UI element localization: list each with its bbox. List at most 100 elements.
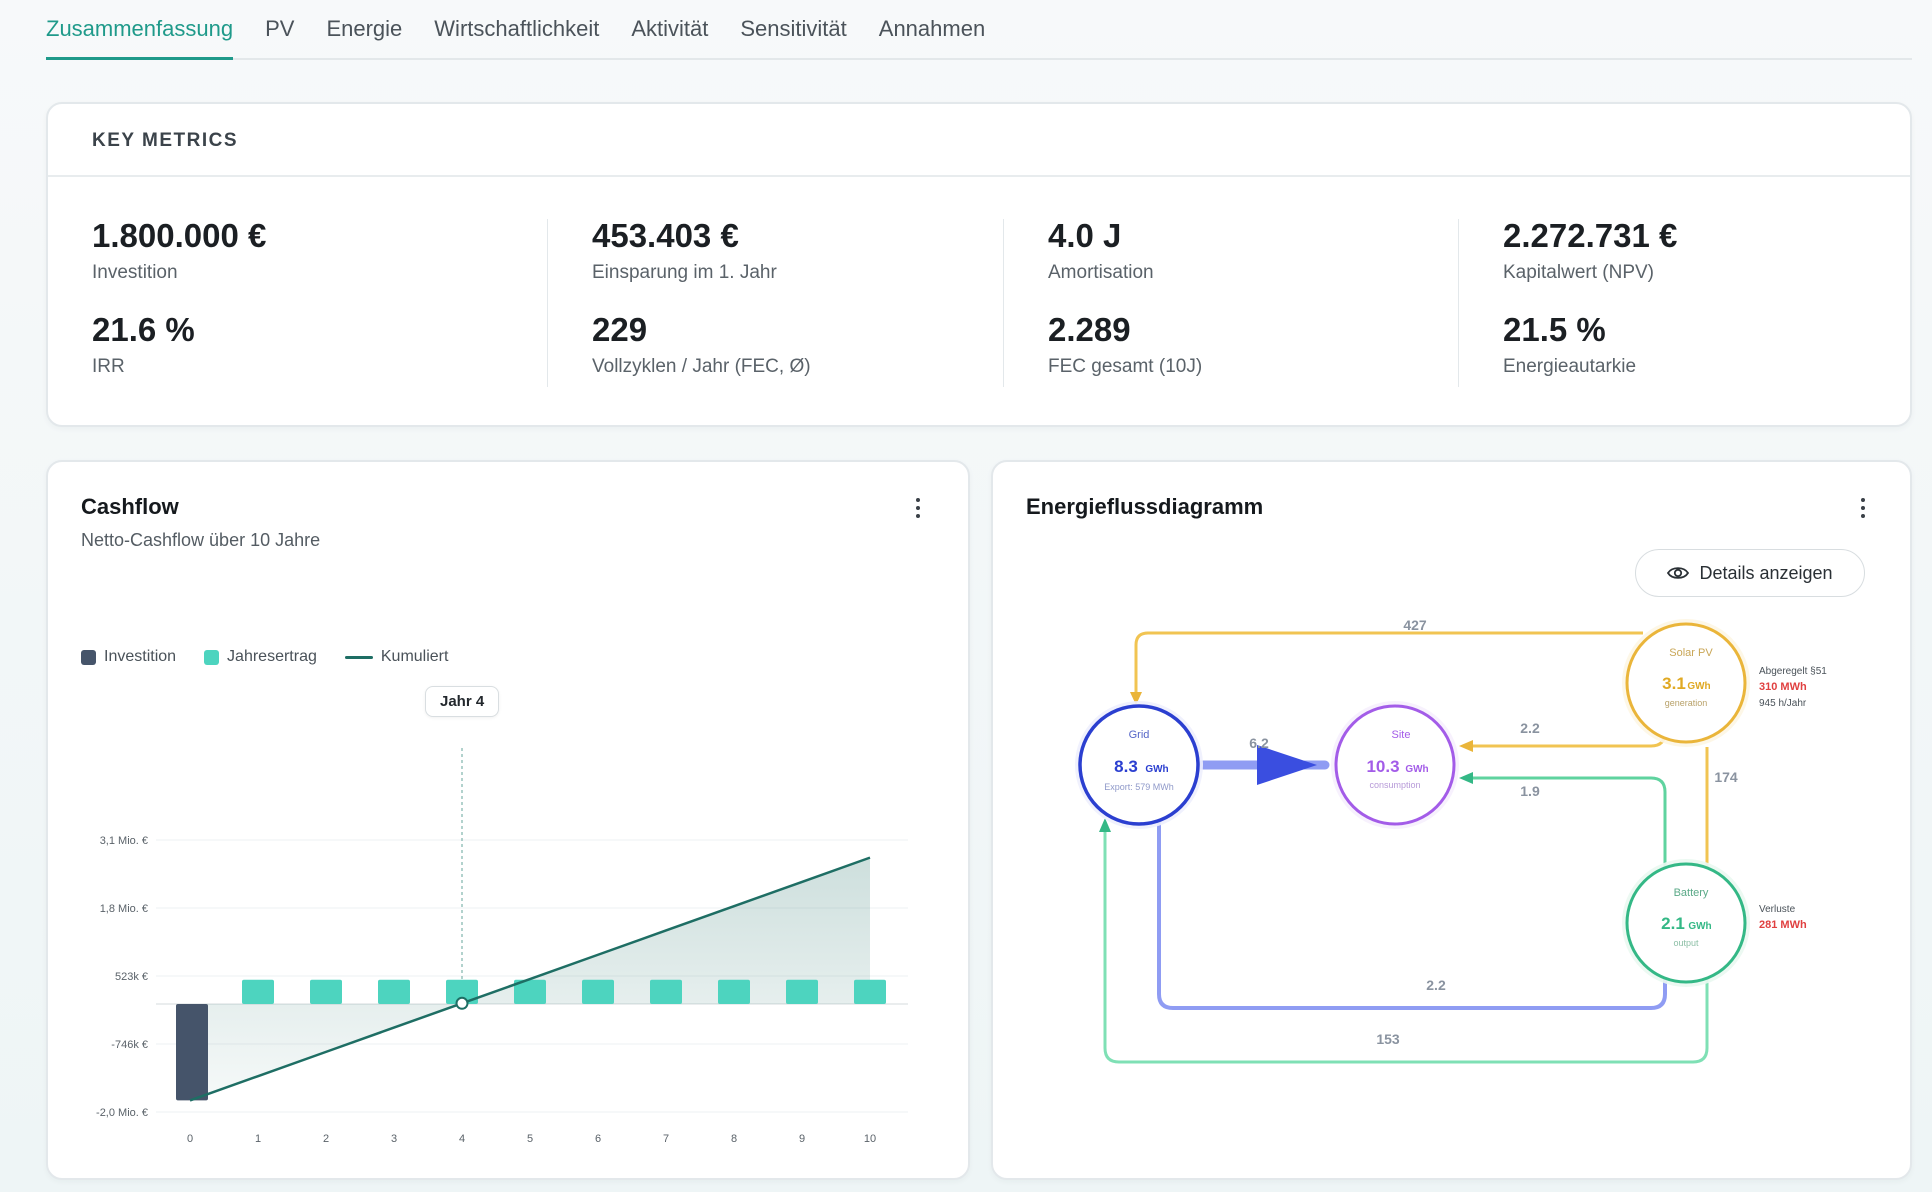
node-battery-label: Battery bbox=[1674, 887, 1709, 899]
metric-autarkie-label: Energieautarkie bbox=[1503, 356, 1637, 377]
cashflow-menu-icon[interactable] bbox=[914, 498, 922, 520]
node-grid[interactable]: Grid 8.3 GWh Export: 579 MWh bbox=[1075, 701, 1203, 829]
bar-jahresertrag bbox=[446, 979, 478, 1005]
key-metrics-card: KEY METRICS 1.800.000 € Investition 21.6… bbox=[46, 102, 1912, 427]
flow-grid-site-arrow bbox=[1257, 745, 1317, 785]
metric-vollzyklen-value: 229 bbox=[592, 311, 648, 348]
legend-investition-swatch bbox=[81, 649, 96, 665]
flow-battery-grid-label: 153 bbox=[1376, 1031, 1400, 1047]
cumulative-point bbox=[455, 996, 469, 1010]
metric-npv-label: Kapitalwert (NPV) bbox=[1503, 262, 1654, 283]
legend-investition-label: Investition bbox=[104, 648, 177, 665]
node-solar[interactable]: Solar PV 3.1 GWh generation bbox=[1622, 619, 1750, 747]
metric-einsparung-label: Einsparung im 1. Jahr bbox=[592, 262, 777, 283]
solar-note-extra: 945 h/Jahr bbox=[1759, 698, 1807, 709]
node-battery-unit: GWh bbox=[1688, 921, 1711, 932]
flow-grid-site-label: 6.2 bbox=[1249, 735, 1269, 751]
battery-note-label: Verluste bbox=[1759, 904, 1796, 915]
metric-amortisation-value: 4.0 J bbox=[1048, 217, 1122, 254]
node-grid-unit: GWh bbox=[1145, 764, 1168, 775]
bar-jahresertrag bbox=[854, 979, 886, 1005]
legend-jahresertrag[interactable]: Jahresertrag bbox=[204, 648, 317, 666]
x-tick-label: 9 bbox=[799, 1133, 805, 1145]
node-battery[interactable]: Battery 2.1 GWh output bbox=[1622, 859, 1750, 987]
node-grid-label: Grid bbox=[1129, 729, 1150, 741]
bar-jahresertrag bbox=[786, 979, 818, 1005]
cashflow-subtitle: Netto-Cashflow über 10 Jahre bbox=[81, 530, 321, 550]
metric-investition-label: Investition bbox=[92, 262, 178, 283]
bar-jahresertrag bbox=[514, 979, 546, 1005]
node-battery-value: 2.1 bbox=[1661, 914, 1685, 933]
cashflow-chart: 3,1 Mio. € 1,8 Mio. € 523k € -746k € -2,0 Mi… bbox=[96, 748, 908, 1145]
metric-fec-gesamt-value: 2.289 bbox=[1048, 311, 1131, 348]
node-grid-value: 8.3 bbox=[1114, 757, 1138, 776]
legend-investition[interactable]: Investition bbox=[81, 648, 176, 666]
tab-wirtschaftlichkeit[interactable]: Wirtschaftlichkeit bbox=[434, 16, 600, 41]
details-button-label: Details anzeigen bbox=[1699, 562, 1833, 583]
node-solar-unit: GWh bbox=[1687, 681, 1710, 692]
metric-column-2: 453.403 € Einsparung im 1. Jahr 229 Voll… bbox=[547, 219, 1003, 387]
solar-note-label: Abgeregelt §51 bbox=[1759, 666, 1827, 677]
bar-jahresertrag bbox=[718, 979, 750, 1005]
metric-npv-value: 2.272.731 € bbox=[1503, 217, 1678, 254]
bar-jahresertrag bbox=[378, 979, 410, 1005]
bar-jahresertrag bbox=[242, 979, 274, 1005]
energy-flow-title: Energieflussdiagramm bbox=[1026, 494, 1264, 519]
tab-bar: Zusammenfassung PV Energie Wirtschaftlic… bbox=[46, 0, 1912, 60]
legend-kumuliert[interactable]: Kumuliert bbox=[344, 648, 449, 666]
x-tick-label: 1 bbox=[255, 1133, 261, 1145]
node-site[interactable]: Site 10.3 GWh consumption bbox=[1331, 701, 1459, 829]
flow-solar-grid-label: 427 bbox=[1403, 617, 1427, 633]
x-tick-label: 0 bbox=[187, 1133, 193, 1145]
flow-solar-site-label: 2.2 bbox=[1520, 720, 1540, 736]
tab-annahmen[interactable]: Annahmen bbox=[878, 16, 986, 41]
flow-battery-site-label: 1.9 bbox=[1520, 783, 1540, 799]
bar-investition bbox=[176, 1004, 208, 1101]
key-metrics-title: KEY METRICS bbox=[48, 104, 1910, 177]
metric-einsparung-value: 453.403 € bbox=[592, 217, 739, 254]
y-tick-label: 3,1 Mio. € bbox=[100, 835, 148, 847]
legend-kumuliert-swatch bbox=[344, 655, 373, 659]
legend-jahresertrag-label: Jahresertrag bbox=[227, 648, 317, 665]
tab-energie[interactable]: Energie bbox=[326, 16, 403, 41]
flow-battery-site bbox=[1473, 776, 1667, 872]
flow-battery-grid bbox=[1103, 832, 1709, 1064]
energy-menu-icon[interactable] bbox=[1859, 498, 1867, 520]
y-tick-label: 1,8 Mio. € bbox=[100, 903, 148, 915]
node-site-sub: consumption bbox=[1369, 780, 1420, 790]
x-tick-label: 2 bbox=[323, 1133, 329, 1145]
tab-aktivitaet[interactable]: Aktivität bbox=[631, 16, 709, 41]
bar-jahresertrag bbox=[582, 979, 614, 1005]
flow-grid-battery-label: 2.2 bbox=[1426, 977, 1446, 993]
metric-investition-value: 1.800.000 € bbox=[92, 217, 267, 254]
tab-pv[interactable]: PV bbox=[265, 16, 295, 41]
node-site-value: 10.3 bbox=[1366, 757, 1399, 776]
eye-icon bbox=[1667, 567, 1690, 579]
metric-column-3: 4.0 J Amortisation 2.289 FEC gesamt (10J… bbox=[1003, 219, 1459, 387]
cashflow-title: Cashflow bbox=[81, 494, 179, 519]
cashflow-card: Cashflow Netto-Cashflow über 10 Jahre In… bbox=[46, 460, 970, 1180]
tab-zusammenfassung[interactable]: Zusammenfassung bbox=[46, 16, 249, 60]
battery-note-value: 281 MWh bbox=[1759, 919, 1807, 931]
metric-irr-value: 21.6 % bbox=[92, 311, 195, 348]
node-solar-sub: generation bbox=[1665, 698, 1708, 708]
flow-solar-grid bbox=[1134, 631, 1643, 692]
node-battery-sub: output bbox=[1673, 938, 1699, 948]
bar-jahresertrag bbox=[650, 979, 682, 1005]
flow-solar-battery-label: 174 bbox=[1714, 769, 1738, 785]
metric-column-1: 1.800.000 € Investition 21.6 % IRR bbox=[92, 219, 592, 387]
flow-battery-grid-arrow bbox=[1099, 818, 1111, 832]
bar-jahresertrag bbox=[310, 979, 342, 1005]
x-tick-label: 7 bbox=[663, 1133, 669, 1145]
y-tick-label: 523k € bbox=[115, 971, 148, 983]
cashflow-legend: Investition Jahresertrag Kumuliert bbox=[81, 648, 448, 666]
metric-autarkie-value: 21.5 % bbox=[1503, 311, 1606, 348]
x-tick-label: 10 bbox=[864, 1133, 876, 1145]
legend-kumuliert-label: Kumuliert bbox=[380, 648, 449, 665]
y-tick-label: -2,0 Mio. € bbox=[96, 1107, 148, 1119]
node-site-unit: GWh bbox=[1405, 764, 1428, 775]
node-grid-sub: Export: 579 MWh bbox=[1104, 782, 1174, 792]
tab-sensitivitaet[interactable]: Sensitivität bbox=[740, 16, 847, 41]
details-button[interactable]: Details anzeigen bbox=[1635, 549, 1865, 597]
flow-grid-battery bbox=[1157, 814, 1667, 1010]
